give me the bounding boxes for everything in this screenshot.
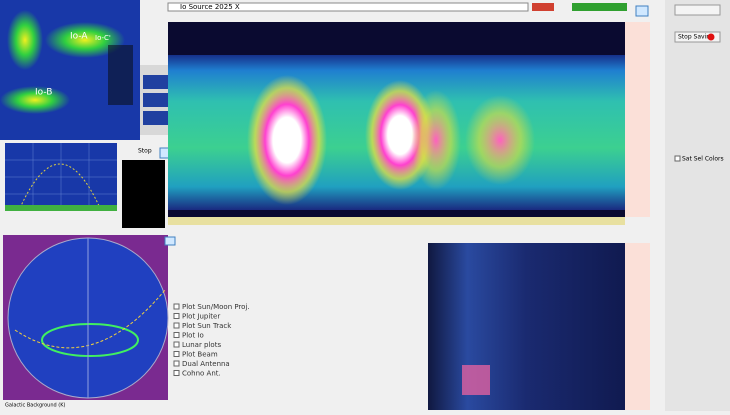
option-label: Cohno Ant. bbox=[182, 370, 221, 378]
option-label: Plot Jupiter bbox=[182, 313, 220, 321]
checkbox[interactable] bbox=[173, 313, 180, 319]
caption: Galactic Background (K) bbox=[5, 403, 65, 409]
io-label: Io-C' bbox=[95, 34, 111, 42]
option-label: Plot Io bbox=[182, 332, 204, 340]
checkbox[interactable] bbox=[173, 341, 180, 348]
option-label: Plot Beam bbox=[182, 351, 218, 359]
checkbox[interactable] bbox=[173, 303, 180, 310]
option-label: Plot Sun Track bbox=[182, 322, 232, 330]
checkbox[interactable] bbox=[173, 360, 180, 367]
stop-label: Stop bbox=[138, 148, 152, 155]
file-field[interactable] bbox=[167, 2, 529, 12]
option-label: Lunar plots bbox=[182, 341, 221, 349]
io-label: Io-A bbox=[70, 32, 88, 42]
stop-saving-button[interactable] bbox=[674, 31, 721, 43]
checkbox[interactable] bbox=[173, 332, 180, 338]
checkbox[interactable] bbox=[173, 322, 180, 329]
option-label: Dual Antenna bbox=[182, 360, 230, 368]
button[interactable] bbox=[164, 236, 176, 246]
io-label: Io-B bbox=[35, 88, 52, 98]
checkbox[interactable] bbox=[173, 370, 180, 376]
button[interactable] bbox=[635, 5, 649, 17]
checkbox[interactable] bbox=[173, 351, 180, 357]
button-label: Stop Saving bbox=[678, 34, 714, 41]
file-name: Io Source 2025 X bbox=[180, 3, 240, 11]
checkbox-label: Sat Sel Colors bbox=[682, 156, 724, 163]
spectrogram-2 bbox=[428, 243, 625, 410]
option-label: Plot Sun/Moon Proj. bbox=[182, 303, 250, 311]
